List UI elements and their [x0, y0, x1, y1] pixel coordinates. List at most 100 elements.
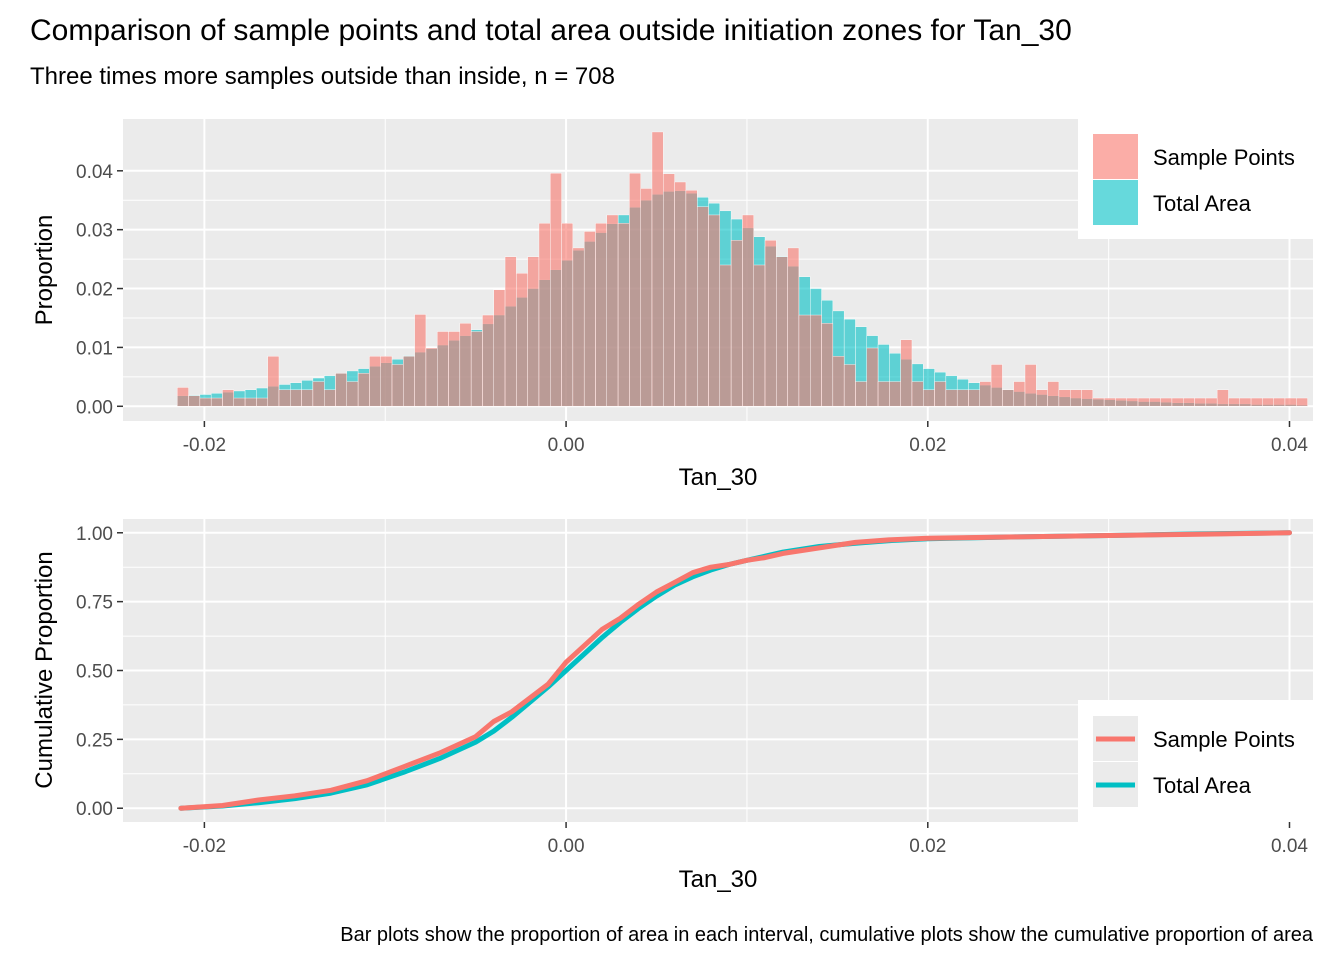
bar-sample-points: [956, 389, 969, 407]
bar-sample-points: [798, 314, 811, 407]
bar-sample-points: [482, 314, 494, 407]
bar-sample-points: [403, 356, 415, 407]
bar-sample-points: [335, 373, 348, 407]
bar-sample-points: [391, 364, 404, 407]
bar-sample-points: [301, 389, 314, 407]
bar-sample-points: [459, 323, 472, 407]
bar-sample-points: [810, 314, 822, 407]
bar-sample-points: [640, 188, 653, 407]
bar-sample-points: [651, 131, 664, 407]
bar-sample-points: [1284, 397, 1297, 407]
histogram-x-ticks: -0.02 0.00 0.02 0.04: [183, 421, 1308, 456]
bar-sample-points: [934, 381, 947, 407]
bar-sample-points: [843, 364, 856, 407]
bar-sample-points: [697, 206, 709, 407]
cumulative-lines: [178, 530, 1292, 811]
bar-sample-points: [357, 373, 370, 407]
histogram-bars-sample-points: [177, 131, 1308, 407]
bar-sample-points: [1002, 389, 1014, 407]
bar-sample-points: [1250, 397, 1263, 407]
y-tick-label: 0.00: [76, 397, 113, 418]
cumulative-legend-label-sample-points: Sample Points: [1153, 727, 1295, 752]
y-tick-label: 1.00: [76, 524, 113, 545]
bar-sample-points: [742, 214, 754, 407]
chart-caption: Bar plots show the proportion of area in…: [340, 924, 1314, 946]
x-tick-label: 0.02: [909, 836, 946, 857]
histogram-x-axis-title: Tan_30: [679, 464, 758, 491]
bar-sample-points: [1239, 397, 1252, 407]
bar-sample-points: [776, 256, 788, 407]
bar-sample-points: [787, 247, 800, 407]
bar-sample-points: [527, 256, 540, 407]
bar-sample-points: [1070, 389, 1082, 407]
y-tick-label: 0.25: [76, 730, 113, 751]
bar-sample-points: [233, 397, 246, 407]
histogram-legend: Sample Points Total Area: [1078, 119, 1313, 239]
bar-sample-points: [1092, 397, 1105, 407]
bar-sample-points: [210, 397, 223, 407]
x-tick-label: 0.02: [909, 435, 946, 456]
bar-sample-points: [1058, 389, 1071, 407]
bar-sample-points: [708, 214, 721, 407]
bar-sample-points: [764, 240, 777, 407]
bar-sample-points: [685, 190, 698, 407]
bar-sample-points: [312, 381, 325, 407]
bar-sample-points: [1149, 397, 1161, 407]
bar-sample-points: [380, 356, 393, 407]
bar-sample-points: [538, 222, 551, 407]
bar-sample-points: [866, 347, 879, 407]
bar-sample-points: [1262, 397, 1274, 407]
bar-sample-points: [1194, 397, 1207, 407]
bar-sample-points: [572, 247, 585, 407]
bar-sample-points: [425, 347, 438, 407]
y-tick-label: 0.75: [76, 593, 113, 614]
bar-sample-points: [278, 389, 291, 407]
bar-sample-points: [267, 356, 280, 407]
bar-sample-points: [1160, 397, 1173, 407]
bar-sample-points: [663, 173, 675, 407]
bar-sample-points: [1205, 397, 1218, 407]
bar-sample-points: [177, 387, 189, 407]
bar-sample-points: [516, 273, 528, 407]
bar-sample-points: [1171, 397, 1184, 407]
bar-sample-points: [414, 314, 427, 407]
bar-sample-points: [1103, 397, 1116, 407]
x-tick-label: 0.04: [1271, 836, 1308, 857]
cumulative-legend-label-total-area: Total Area: [1153, 773, 1252, 798]
bar-sample-points: [290, 389, 302, 407]
cumulative-panel: 0.00 0.25 0.50 0.75 1.00 -0.02 0.00 0.02 0.04 T…: [31, 519, 1313, 893]
histogram-y-ticks: 0.00 0.01 0.02 0.03 0.04: [76, 162, 123, 418]
bar-sample-points: [821, 323, 834, 407]
bar-sample-points: [1024, 364, 1037, 407]
x-tick-label: 0.00: [548, 836, 585, 857]
bar-sample-points: [923, 389, 935, 407]
bar-sample-points: [1228, 397, 1240, 407]
bar-sample-points: [1137, 397, 1150, 407]
histogram-legend-key-sample-points: [1093, 134, 1138, 179]
bar-sample-points: [674, 181, 687, 407]
bar-sample-points: [470, 331, 483, 407]
bar-sample-points: [900, 339, 913, 407]
bar-sample-points: [968, 389, 980, 407]
bar-sample-points: [493, 289, 506, 407]
bar-sample-points: [561, 222, 574, 407]
histogram-panel: 0.00 0.01 0.02 0.03 0.04 -0.02 0.00 0.02 0.04 T…: [31, 119, 1313, 491]
y-tick-label: 0.01: [76, 338, 113, 359]
y-tick-label: 0.00: [76, 799, 113, 820]
bar-sample-points: [877, 381, 890, 407]
bar-sample-points: [222, 389, 234, 407]
bar-sample-points: [1115, 397, 1127, 407]
bar-sample-points: [990, 364, 1003, 407]
cumulative-x-ticks: -0.02 0.00 0.02 0.04: [183, 822, 1308, 857]
bar-sample-points: [1296, 397, 1308, 407]
bar-sample-points: [606, 214, 619, 407]
bar-sample-points: [199, 397, 212, 407]
bar-sample-points: [1013, 381, 1026, 407]
histogram-legend-label-sample-points: Sample Points: [1153, 145, 1295, 170]
y-tick-label: 0.04: [76, 162, 113, 183]
bar-sample-points: [855, 381, 867, 407]
bar-sample-points: [911, 381, 924, 407]
bar-sample-points: [346, 381, 359, 407]
bar-sample-points: [719, 264, 732, 407]
